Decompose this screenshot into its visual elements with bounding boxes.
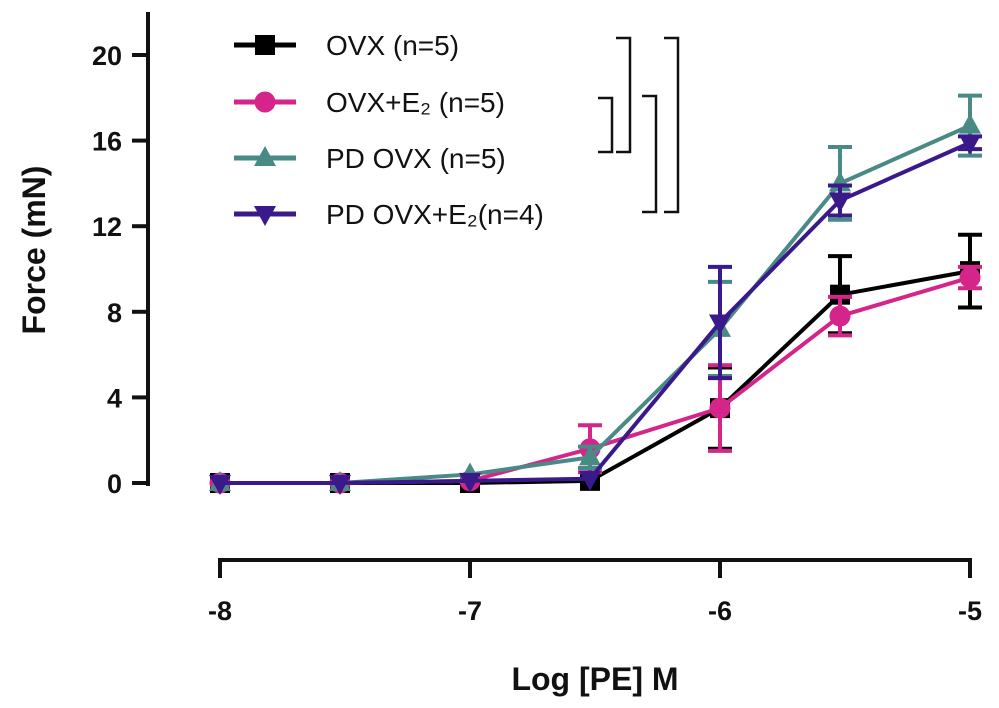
y-tick-label: 4 — [107, 383, 122, 413]
significance-bracket — [642, 94, 658, 214]
data-point — [829, 305, 851, 327]
data-point — [959, 267, 981, 289]
series-3 — [209, 134, 982, 495]
data-point — [579, 445, 601, 466]
x-axis-title: Log [PE] M — [511, 661, 678, 697]
data-point — [830, 284, 850, 305]
legend-marker — [254, 146, 276, 166]
significance-brackets — [598, 36, 680, 214]
legend-label: OVX+E₂ (n=5) — [326, 87, 505, 118]
data-point — [459, 472, 481, 493]
legend-marker — [254, 91, 276, 113]
legend-item: OVX (n=5) — [234, 30, 459, 61]
significance-bracket — [598, 96, 614, 154]
data-point — [829, 192, 851, 213]
legend-item: PD OVX+E₂(n=4) — [234, 199, 544, 230]
legend: OVX (n=5) OVX+E₂ (n=5) PD OVX (n=5) PD OVX+… — [234, 30, 544, 230]
y-axis: 0 4 8 12 16 20 — [92, 12, 150, 499]
y-tick-label: 16 — [92, 127, 122, 157]
legend-label: OVX (n=5) — [326, 30, 459, 61]
data-point — [959, 113, 981, 134]
significance-bracket — [616, 36, 632, 154]
data-point — [579, 470, 601, 491]
legend-marker — [254, 206, 276, 226]
significance-bracket — [664, 36, 680, 214]
data-point — [959, 134, 981, 155]
y-tick-label: 20 — [92, 41, 122, 71]
data-point — [709, 397, 731, 419]
legend-marker — [255, 35, 275, 55]
x-axis: -8 -7 -6 -5 — [208, 558, 982, 626]
data-point — [329, 475, 351, 495]
x-tick-label: -6 — [708, 596, 732, 626]
x-tick-label: -7 — [458, 596, 482, 626]
series-line — [220, 123, 971, 485]
data-point — [709, 314, 731, 335]
series-2 — [209, 93, 982, 491]
legend-item: OVX+E₂ (n=5) — [234, 87, 505, 118]
y-tick-label: 8 — [107, 298, 122, 328]
legend-label: PD OVX (n=5) — [326, 143, 506, 174]
legend-item: PD OVX (n=5) — [234, 143, 506, 174]
y-axis-title: Force (mN) — [16, 166, 52, 335]
y-tick-label: 0 — [107, 469, 122, 499]
legend-label: PD OVX+E₂(n=4) — [326, 199, 544, 230]
data-point — [209, 475, 231, 495]
y-tick-label: 12 — [92, 212, 122, 242]
x-tick-label: -5 — [958, 596, 982, 626]
series-group — [209, 93, 982, 495]
x-tick-label: -8 — [208, 596, 232, 626]
